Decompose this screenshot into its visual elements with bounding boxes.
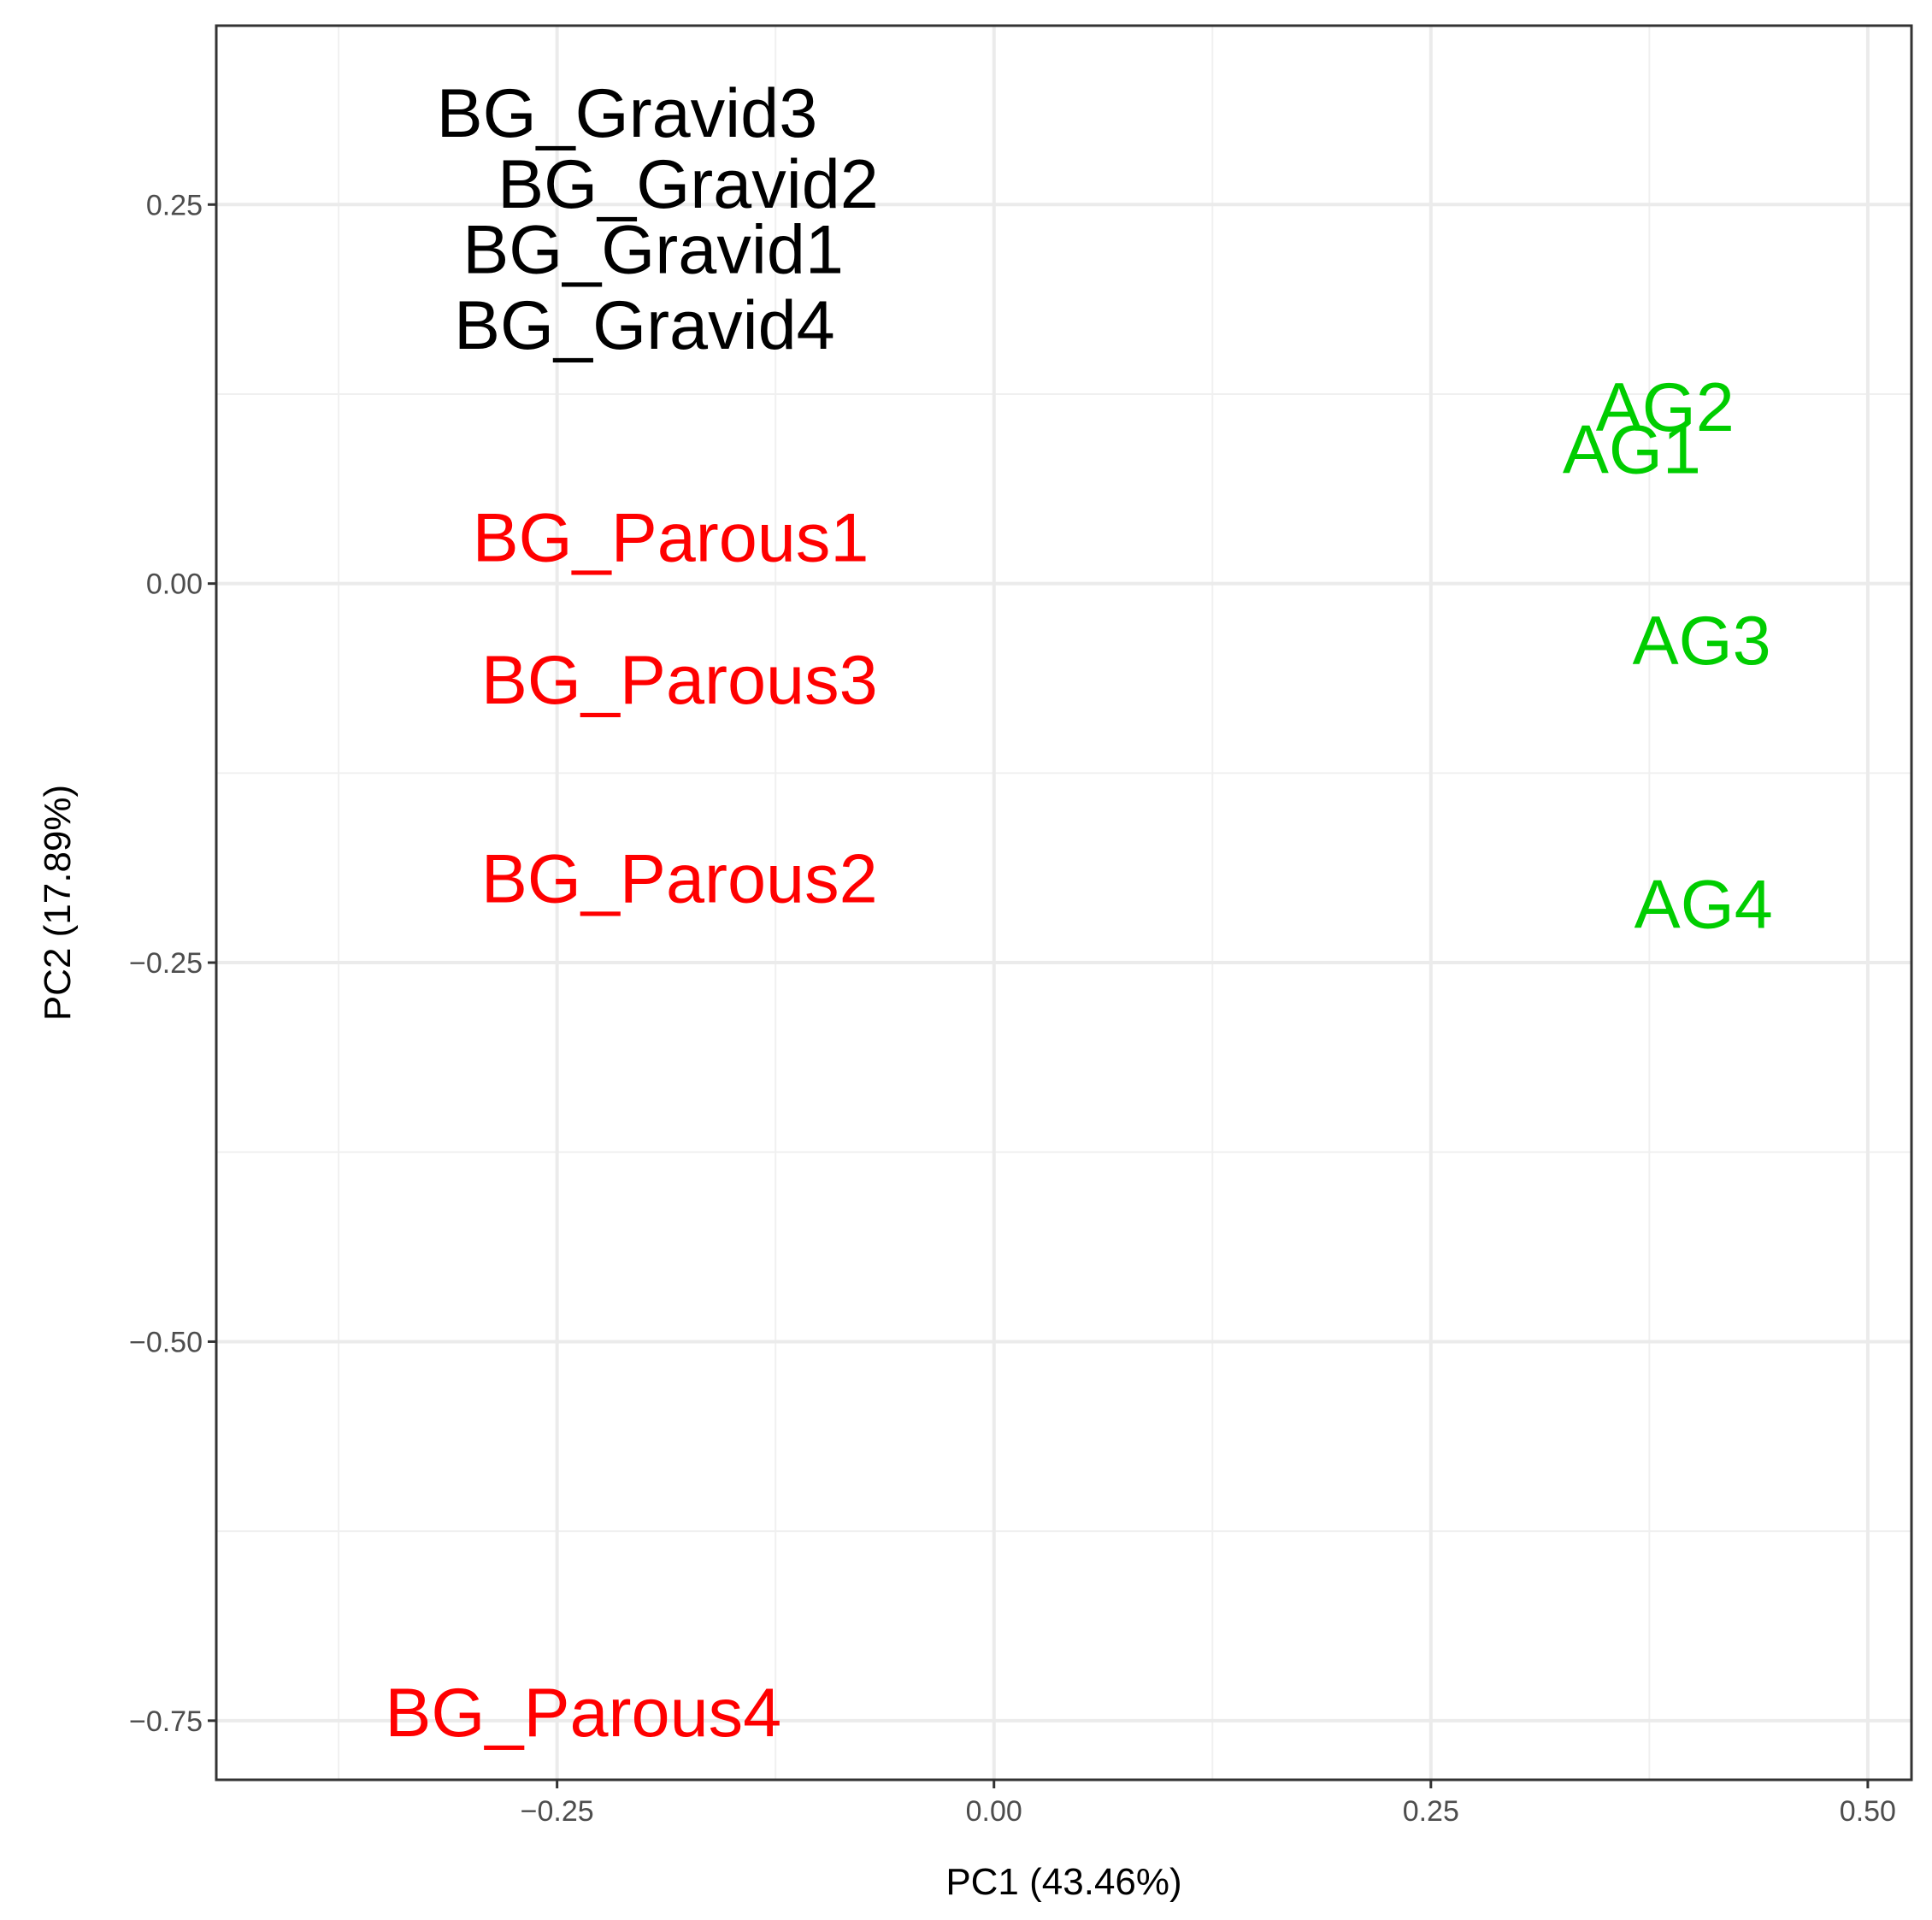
x-axis-title: PC1 (43.46%) <box>945 1861 1181 1903</box>
y-axis-ticks: −0.75 −0.50 −0.25 0.00 0.25 <box>129 189 216 1738</box>
y-tick-label: −0.25 <box>129 947 203 980</box>
x-tick-label: 0.25 <box>1403 1795 1459 1828</box>
point-label-bg-gravid1: BG_Gravid1 <box>462 211 844 288</box>
y-tick-label: −0.50 <box>129 1326 203 1358</box>
plot-border <box>215 24 1913 1782</box>
x-tick-label: 0.00 <box>966 1795 1022 1828</box>
point-labels: BG_Gravid3BG_Gravid2BG_Gravid1BG_Gravid4… <box>385 75 1772 1752</box>
point-label-bg-gravid2: BG_Gravid2 <box>498 146 879 223</box>
minor-grid <box>216 26 1911 1780</box>
point-label-ag3: AG3 <box>1633 603 1771 680</box>
point-label-bg-parous2: BG_Parous2 <box>481 841 878 918</box>
x-tick-label: −0.25 <box>521 1795 594 1828</box>
plot-panel <box>216 26 1911 1780</box>
point-label-ag2: AG2 <box>1596 369 1735 446</box>
point-label-bg-parous1: BG_Parous1 <box>473 499 869 576</box>
point-label-bg-gravid4: BG_Gravid4 <box>454 287 835 364</box>
point-label-ag1: AG1 <box>1563 412 1701 489</box>
point-label-ag4: AG4 <box>1635 867 1773 944</box>
y-tick-label: 0.00 <box>146 568 203 601</box>
point-label-bg-parous4: BG_Parous4 <box>385 1675 781 1752</box>
y-tick-label: −0.75 <box>129 1705 203 1738</box>
y-tick-label: 0.25 <box>146 189 203 221</box>
major-grid <box>216 26 1911 1780</box>
x-tick-label: 0.50 <box>1840 1795 1896 1828</box>
point-label-bg-gravid3: BG_Gravid3 <box>437 75 818 152</box>
x-axis-ticks: −0.25 0.00 0.25 0.50 <box>521 1780 1896 1828</box>
point-label-bg-parous3: BG_Parous3 <box>481 642 878 719</box>
y-axis-title: PC2 (17.89%) <box>37 785 79 1021</box>
